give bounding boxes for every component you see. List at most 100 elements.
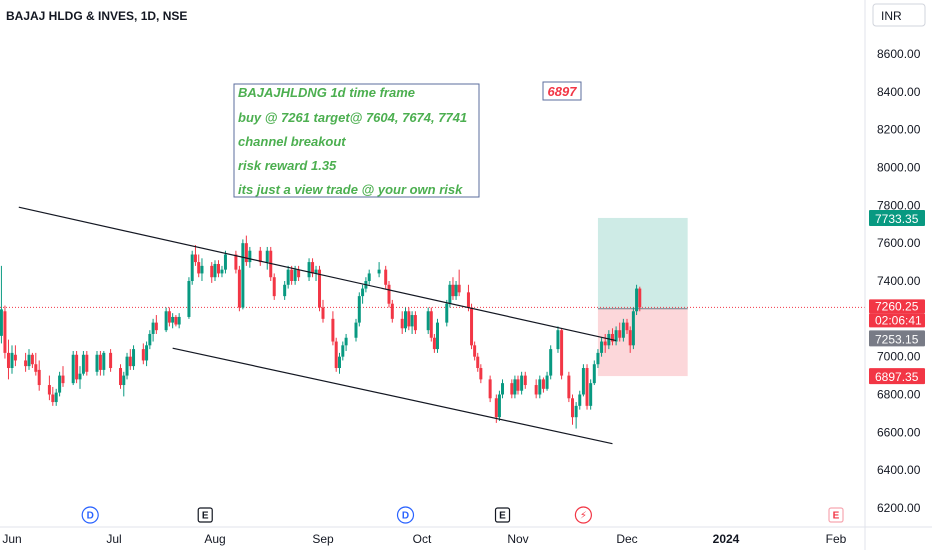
note-line-3: channel breakout xyxy=(238,134,346,149)
event-marker-shape xyxy=(574,506,593,524)
candle-5 xyxy=(13,345,17,367)
note-annotation[interactable]: BAJAJHLDNG 1d time frame buy @ 7261 targ… xyxy=(233,83,480,198)
candle-36 xyxy=(167,307,171,327)
candle-body xyxy=(534,385,538,395)
candle-73 xyxy=(344,333,348,351)
candle-body xyxy=(473,345,477,357)
price-axis-background[interactable] xyxy=(866,0,932,550)
candle-body xyxy=(618,330,622,338)
candle-29 xyxy=(132,345,136,370)
candle-65 xyxy=(311,258,315,278)
candle-body xyxy=(516,379,520,391)
event-marker-earnings[interactable]: E xyxy=(197,507,213,523)
price-label-bg xyxy=(869,209,925,226)
position-loss-zone[interactable] xyxy=(597,308,688,377)
candle-body xyxy=(34,364,38,372)
candle-86 xyxy=(410,311,414,334)
candle-body xyxy=(426,311,430,331)
candle-35 xyxy=(164,307,168,333)
y-tick-label: 8200.00 xyxy=(877,123,921,137)
event-marker-earnings-upcoming[interactable]: E xyxy=(828,507,844,523)
candle-body xyxy=(197,262,201,274)
event-marker-shape xyxy=(197,507,213,523)
candle-body xyxy=(432,337,436,350)
event-marker-shape xyxy=(828,507,844,523)
candle-body xyxy=(331,318,335,342)
candle-76 xyxy=(361,284,365,304)
candle-48 xyxy=(220,265,224,278)
y-tick-label: 6200.00 xyxy=(877,501,921,515)
event-markers[interactable]: D E D E ⚡ E xyxy=(81,506,844,524)
candle-17 xyxy=(75,350,79,384)
candle-100 xyxy=(476,352,480,372)
price-label-bg xyxy=(869,368,925,385)
candle-body xyxy=(286,269,290,285)
candle-118 xyxy=(567,371,571,403)
candle-body xyxy=(621,322,625,338)
candle-body xyxy=(102,352,106,370)
candle-body xyxy=(125,356,129,376)
candle-body xyxy=(545,375,549,389)
candle-42 xyxy=(193,245,197,266)
candle-125 xyxy=(592,360,596,386)
event-marker-earnings[interactable]: E xyxy=(494,507,511,523)
event-marker-shape xyxy=(396,506,415,524)
candle-107 xyxy=(513,375,517,399)
candle-91 xyxy=(435,318,439,353)
candle-body xyxy=(556,330,560,350)
level-label-annotation[interactable]: 6897 xyxy=(542,81,582,101)
price-label-text: 7260.25 xyxy=(875,299,919,313)
candle-body xyxy=(119,368,123,386)
candle-body xyxy=(387,284,391,304)
candle-43 xyxy=(197,254,201,278)
price-label-0: 7733.35 xyxy=(869,209,925,226)
candle-31 xyxy=(145,341,149,367)
candle-body xyxy=(174,316,178,325)
candle-134 xyxy=(625,318,629,334)
candle-body xyxy=(311,262,315,274)
candle-20 xyxy=(85,350,89,376)
candle-34 xyxy=(154,315,158,334)
candle-123 xyxy=(585,364,589,410)
candle-body xyxy=(344,337,348,346)
candle-body xyxy=(390,303,394,319)
candle-68 xyxy=(321,299,325,323)
trendline-2[interactable] xyxy=(172,347,613,445)
candle-23 xyxy=(102,350,106,376)
candle-body xyxy=(614,330,618,342)
candle-body xyxy=(479,368,483,380)
candle-54 xyxy=(248,246,252,268)
currency-button[interactable]: INR xyxy=(872,3,926,27)
candle-1 xyxy=(0,265,3,344)
candle-19 xyxy=(81,350,85,376)
event-marker-letter: E xyxy=(499,511,506,522)
candle-85 xyxy=(407,307,411,331)
candle-126 xyxy=(596,349,600,369)
event-marker-dividend[interactable]: D xyxy=(81,506,99,524)
x-tick-label: Sep xyxy=(312,532,334,546)
candle-70 xyxy=(334,337,338,372)
position-profit-zone[interactable] xyxy=(597,217,688,309)
candle-61 xyxy=(290,265,294,285)
event-marker-split[interactable]: ⚡ xyxy=(574,506,593,524)
note-line-5: its just a view trade @ your own risk xyxy=(238,182,463,197)
candle-10 xyxy=(37,360,41,391)
candle-64 xyxy=(307,258,311,281)
candle-body xyxy=(58,375,62,393)
candle-97 xyxy=(466,284,470,312)
candle-body xyxy=(538,379,542,395)
candle-body xyxy=(631,311,635,346)
level-label-text: 6897 xyxy=(548,84,578,99)
candle-body xyxy=(513,379,517,395)
candle-body xyxy=(354,322,358,338)
event-marker-dividend[interactable]: D xyxy=(396,506,415,524)
candle-32 xyxy=(148,330,152,350)
trendline-1[interactable] xyxy=(18,206,617,342)
candle-body xyxy=(190,254,194,281)
x-tick-label: Oct xyxy=(413,532,432,546)
candle-body xyxy=(187,281,191,317)
event-marker-letter: D xyxy=(87,511,94,522)
candle-body xyxy=(454,284,458,297)
candle-46 xyxy=(213,260,217,281)
